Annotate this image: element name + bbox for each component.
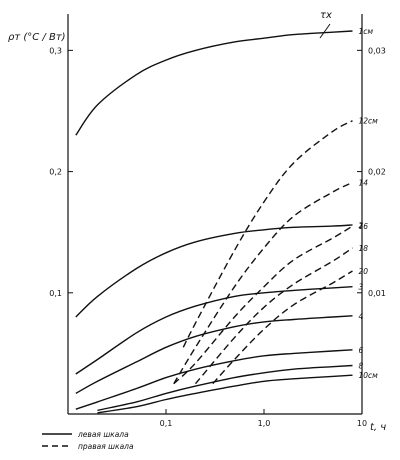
series-line: [182, 120, 353, 348]
series-label: 20: [359, 267, 369, 276]
series-label: 14: [359, 178, 369, 187]
x-tick-label: 1,0: [258, 419, 271, 428]
series-line: [75, 30, 353, 136]
series-line: [75, 286, 353, 375]
series-line: [75, 224, 353, 318]
series-line: [212, 270, 353, 385]
series-label: 12см: [359, 117, 379, 126]
x-axis-title: t, ч: [370, 422, 386, 433]
series-label: 2: [359, 221, 364, 230]
series-line: [97, 364, 353, 412]
series-line: [97, 374, 353, 414]
series-label: 8: [359, 362, 364, 371]
left-y-tick-label: 0,2: [49, 168, 62, 177]
series-line: [194, 247, 353, 385]
series-line: [75, 349, 353, 410]
series-label: 1см: [359, 27, 374, 36]
title-leader-line: [319, 23, 331, 39]
series-label: 16: [359, 222, 369, 231]
left-y-tick-label: 0,1: [49, 289, 62, 298]
series-line: [173, 225, 353, 385]
series-label: 3: [359, 283, 364, 292]
left-y-axis-title: ρт (°C / Вт): [8, 32, 66, 43]
x-tick-label: 0,1: [160, 419, 173, 428]
legend-label: правая шкала: [78, 442, 134, 451]
left-y-tick-label: 0,3: [49, 46, 62, 55]
series-label: 6: [359, 346, 364, 355]
series-label: 10см: [359, 371, 379, 380]
right-y-tick-label: 0,02: [368, 168, 386, 177]
right-y-tick-label: 0,03: [368, 46, 386, 55]
series-label: 18: [359, 244, 369, 253]
right-y-axis-title: τx: [320, 10, 332, 21]
x-tick-label: 10: [357, 419, 367, 428]
legend-label: левая шкала: [77, 430, 129, 439]
series-label: 4: [359, 312, 364, 321]
series-line: [173, 181, 353, 385]
series-line: [75, 315, 353, 395]
right-y-tick-label: 0,01: [368, 289, 386, 298]
